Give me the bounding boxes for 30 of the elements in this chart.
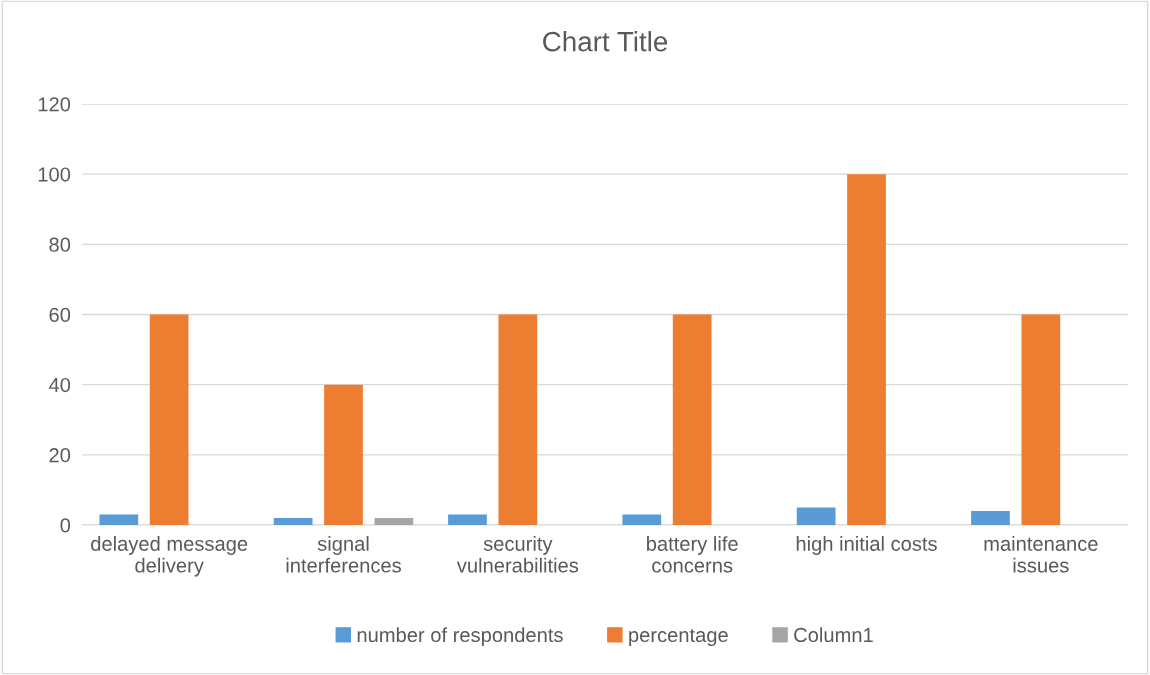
bar xyxy=(448,514,487,525)
bar xyxy=(324,384,363,525)
bar xyxy=(374,517,414,525)
bar xyxy=(498,314,538,525)
bar xyxy=(149,314,189,525)
x-tick-label: high initial costs xyxy=(796,536,937,555)
bar xyxy=(1021,314,1061,525)
y-tick-label: 40 xyxy=(48,377,71,393)
bar xyxy=(847,174,886,525)
y-tick-label: 20 xyxy=(49,448,71,463)
y-tick-label: 60 xyxy=(49,307,71,322)
bar xyxy=(622,514,662,525)
bar xyxy=(672,314,712,525)
bar xyxy=(273,517,313,525)
legend-label: number of respondents xyxy=(357,627,563,647)
x-tick-label: signal interferences xyxy=(286,536,401,573)
bar xyxy=(99,514,139,525)
x-tick-label: battery life concerns xyxy=(647,536,738,573)
bar xyxy=(971,510,1010,525)
y-tick-label: 100 xyxy=(38,167,71,182)
y-tick-label: 120 xyxy=(38,97,71,112)
legend-label: Column1 xyxy=(794,627,873,643)
bar xyxy=(796,507,836,525)
x-tick-label: delayed message delivery xyxy=(91,536,248,577)
y-tick-label: 0 xyxy=(60,518,71,533)
x-tick-label: security vulnerabilities xyxy=(456,536,579,573)
y-tick-label: 80 xyxy=(49,237,71,252)
x-tick-label: maintenance issues xyxy=(984,536,1098,573)
legend-label: percentage xyxy=(629,628,728,647)
chart-title: Chart Title xyxy=(543,31,668,52)
